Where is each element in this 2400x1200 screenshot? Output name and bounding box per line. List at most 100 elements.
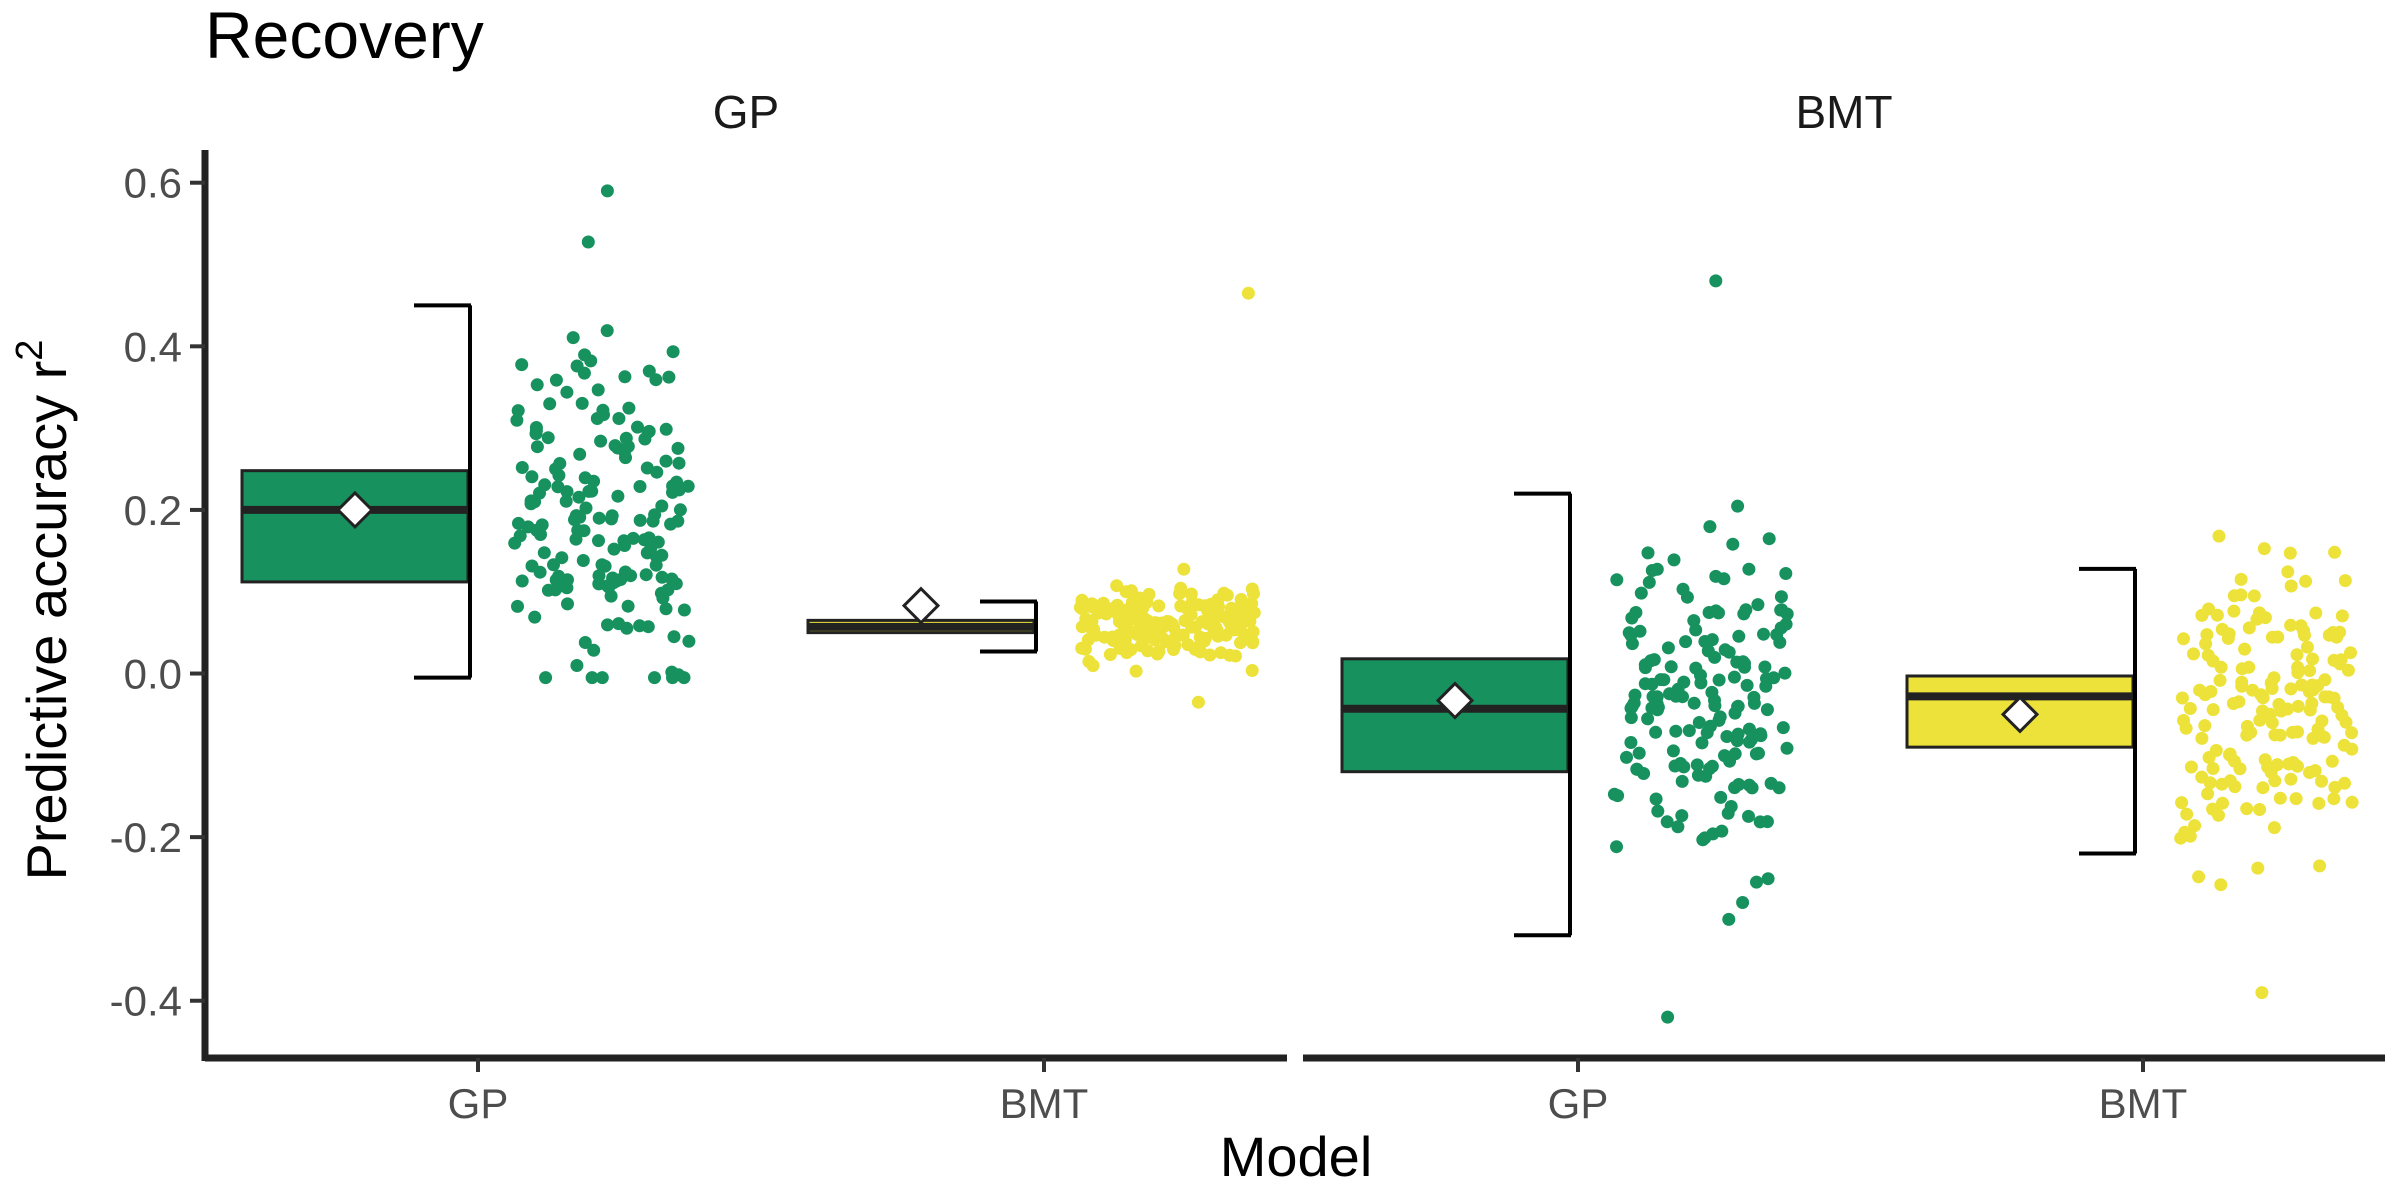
data-point [1134, 639, 1148, 653]
data-point [1727, 670, 1741, 684]
data-point [640, 546, 654, 560]
data-point [513, 529, 527, 543]
data-point [587, 643, 601, 657]
data-point [655, 570, 669, 584]
data-point [2226, 697, 2240, 710]
data-point [1669, 689, 1683, 703]
data-point [2335, 708, 2349, 722]
data-point [2345, 795, 2359, 809]
data-point [1212, 600, 1226, 614]
data-point [2317, 730, 2331, 744]
data-point [671, 514, 685, 528]
data-point [2302, 685, 2316, 699]
data-point [2322, 628, 2336, 642]
y-axis-ticks: 0.6 0.4 0.2 0.0 -0.2 -0.4 [110, 160, 205, 1025]
data-point [1731, 499, 1745, 513]
data-point [622, 401, 636, 415]
data-point [1736, 896, 1750, 909]
data-point [2291, 759, 2304, 773]
data-point [1709, 569, 1723, 583]
data-point [560, 581, 574, 595]
data-point [1642, 575, 1656, 589]
data-point [600, 184, 614, 198]
data-point [1245, 597, 1259, 610]
data-point [2291, 699, 2305, 713]
data-point [2291, 725, 2304, 739]
data-point [1649, 725, 1663, 739]
data-point [1747, 690, 1761, 704]
data-point [2328, 780, 2342, 794]
data-point [2284, 618, 2298, 632]
data-point [2290, 648, 2304, 662]
data-point [1742, 778, 1756, 792]
data-point [1632, 746, 1646, 760]
x-tick-label: BMT [1000, 1080, 1089, 1127]
data-point [1246, 636, 1260, 650]
data-point [1694, 676, 1708, 690]
y-tick-label: -0.2 [110, 814, 182, 861]
data-point [585, 671, 599, 685]
data-point [1742, 722, 1756, 736]
data-point [1699, 769, 1713, 783]
group-bmt [806, 286, 1261, 709]
data-point [1650, 562, 1664, 576]
data-point [648, 671, 661, 685]
data-point [659, 422, 673, 436]
data-point [1722, 912, 1736, 926]
facet-label-gp: GP [713, 86, 779, 138]
data-point [1705, 633, 1719, 647]
data-point [2175, 691, 2189, 705]
data-point [1666, 744, 1680, 758]
data-point [1761, 872, 1775, 886]
data-point [1780, 607, 1794, 621]
data-point [1135, 629, 1149, 643]
data-point [1667, 553, 1681, 567]
data-point [1762, 532, 1776, 546]
data-point [1233, 623, 1247, 637]
data-point [1718, 643, 1732, 657]
data-point [2258, 753, 2272, 767]
data-point [1664, 660, 1678, 674]
data-point [1732, 629, 1746, 643]
data-point [528, 610, 542, 624]
y-axis-title: Predictive accuracy r2 [9, 340, 78, 881]
data-point [2267, 821, 2281, 835]
data-point [1757, 627, 1770, 641]
x-tick-label: GP [1548, 1080, 1609, 1127]
data-point [2240, 802, 2254, 816]
data-point [612, 617, 626, 631]
data-point [1709, 274, 1723, 288]
data-point [1774, 590, 1788, 604]
data-point [2206, 703, 2220, 717]
data-point [2327, 691, 2341, 705]
data-point [2201, 648, 2215, 662]
data-point [2247, 589, 2261, 603]
data-point [570, 659, 584, 672]
data-point [2227, 604, 2241, 618]
data-point [1680, 590, 1694, 604]
data-point [2192, 870, 2206, 884]
data-point [1677, 760, 1691, 774]
data-point [1086, 659, 1100, 673]
data-point [1758, 660, 1772, 674]
y-axis-title-superscript: 2 [9, 340, 51, 361]
x-tick-label: BMT [2099, 1080, 2188, 1127]
data-point [631, 420, 644, 434]
data-point [2193, 683, 2207, 697]
data-point [525, 470, 539, 484]
data-point [2274, 704, 2288, 718]
data-point [1724, 800, 1738, 813]
data-point [2242, 660, 2256, 674]
data-point [1745, 732, 1759, 746]
data-point [595, 558, 609, 572]
data-point [2221, 631, 2235, 645]
data-point [2341, 663, 2355, 677]
data-point [1764, 776, 1778, 790]
y-tick-label: 0.0 [124, 651, 182, 698]
data-point [525, 559, 539, 573]
data-point [1703, 520, 1717, 534]
data-point [1742, 562, 1756, 576]
data-point [667, 630, 681, 644]
data-point [1661, 641, 1675, 655]
data-point [1751, 598, 1765, 612]
